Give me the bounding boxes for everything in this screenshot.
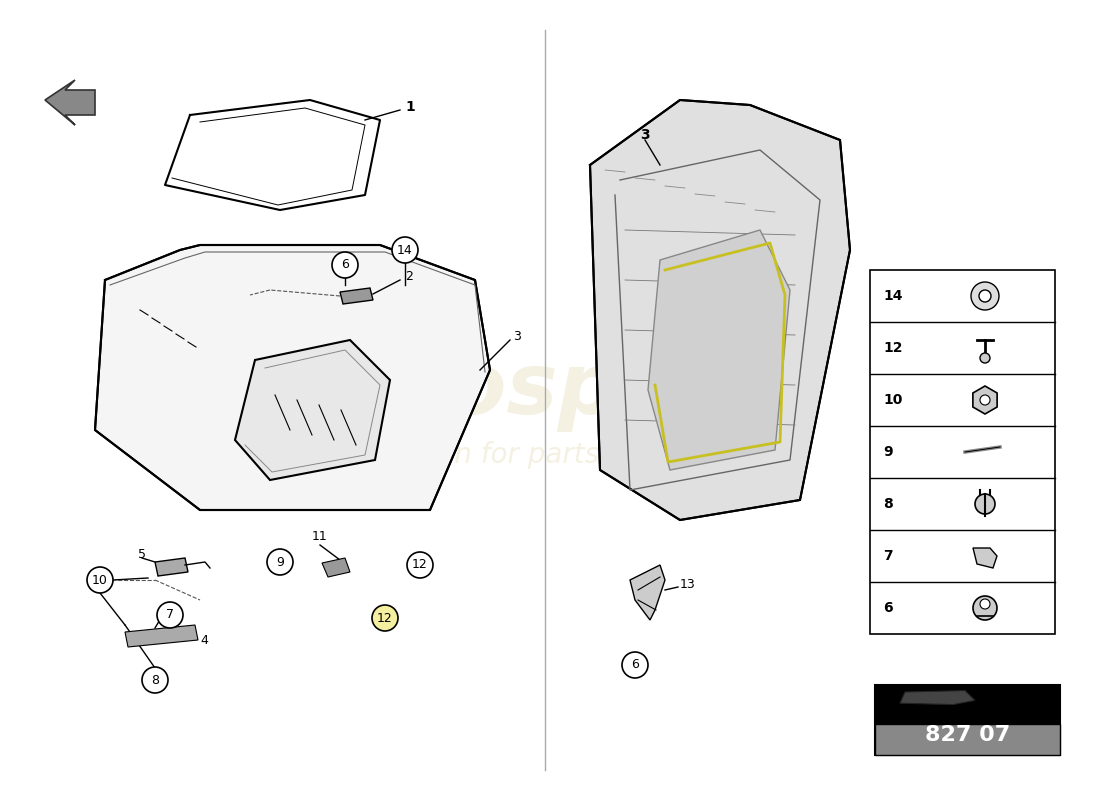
Text: 12: 12 xyxy=(377,611,393,625)
Text: 12: 12 xyxy=(412,558,428,571)
Polygon shape xyxy=(340,288,373,304)
Text: eurosparts: eurosparts xyxy=(286,349,814,431)
Text: 14: 14 xyxy=(883,289,902,303)
Polygon shape xyxy=(630,565,666,620)
Text: 6: 6 xyxy=(883,601,892,615)
Polygon shape xyxy=(155,558,188,576)
Text: 9: 9 xyxy=(276,555,284,569)
Circle shape xyxy=(392,237,418,263)
Circle shape xyxy=(971,282,999,310)
FancyBboxPatch shape xyxy=(874,685,1060,755)
Text: 9: 9 xyxy=(883,445,892,459)
Circle shape xyxy=(332,252,358,278)
Polygon shape xyxy=(235,340,390,480)
Circle shape xyxy=(157,602,183,628)
Text: 8: 8 xyxy=(151,674,160,686)
Text: 5: 5 xyxy=(138,549,146,562)
Text: 13: 13 xyxy=(680,578,695,591)
Polygon shape xyxy=(125,625,198,647)
Circle shape xyxy=(980,599,990,609)
Circle shape xyxy=(87,567,113,593)
Text: 827 07: 827 07 xyxy=(925,726,1010,746)
Polygon shape xyxy=(45,80,95,125)
Text: 4: 4 xyxy=(200,634,208,646)
Circle shape xyxy=(407,552,433,578)
Circle shape xyxy=(980,353,990,363)
Polygon shape xyxy=(590,100,850,520)
Polygon shape xyxy=(900,690,975,705)
Text: 1: 1 xyxy=(405,100,415,114)
Polygon shape xyxy=(322,558,350,577)
Text: 7: 7 xyxy=(166,609,174,622)
Text: 11: 11 xyxy=(312,530,328,543)
Text: 6: 6 xyxy=(631,658,639,671)
Circle shape xyxy=(372,605,398,631)
Circle shape xyxy=(974,596,997,620)
Text: 10: 10 xyxy=(92,574,108,586)
Polygon shape xyxy=(974,548,997,568)
Text: 8: 8 xyxy=(883,497,893,511)
Text: 6: 6 xyxy=(341,258,349,271)
Text: 2: 2 xyxy=(405,270,412,283)
Circle shape xyxy=(621,652,648,678)
Text: a passion for parts since 1985: a passion for parts since 1985 xyxy=(340,441,760,469)
Circle shape xyxy=(975,494,996,514)
Polygon shape xyxy=(648,230,790,470)
Circle shape xyxy=(267,549,293,575)
Polygon shape xyxy=(95,245,490,510)
Circle shape xyxy=(142,667,168,693)
Circle shape xyxy=(980,395,990,405)
FancyBboxPatch shape xyxy=(870,270,1055,634)
Text: 14: 14 xyxy=(397,243,412,257)
Text: 3: 3 xyxy=(513,330,521,343)
FancyBboxPatch shape xyxy=(874,723,1060,755)
Text: 10: 10 xyxy=(883,393,902,407)
Text: 7: 7 xyxy=(883,549,892,563)
Text: 12: 12 xyxy=(883,341,902,355)
Text: 3: 3 xyxy=(640,128,650,142)
Circle shape xyxy=(979,290,991,302)
